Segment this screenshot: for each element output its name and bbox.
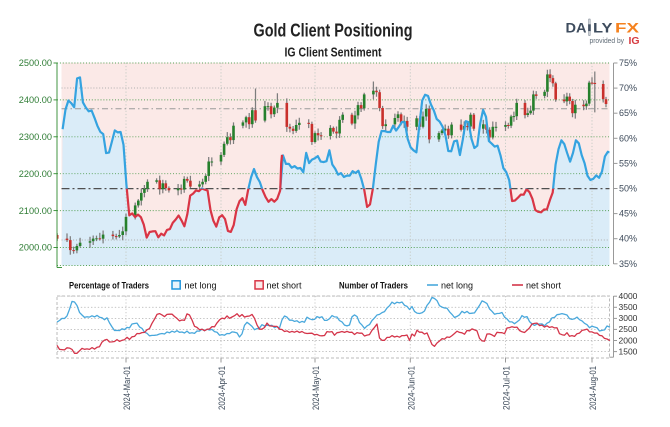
svg-text:2024-Jul-01: 2024-Jul-01 bbox=[502, 366, 512, 410]
svg-text:3000: 3000 bbox=[619, 313, 638, 323]
svg-text:net long: net long bbox=[441, 281, 473, 291]
svg-text:2500.00: 2500.00 bbox=[19, 58, 52, 68]
svg-text:75%: 75% bbox=[619, 58, 637, 68]
svg-text:70%: 70% bbox=[619, 83, 637, 93]
svg-text:net short: net short bbox=[526, 281, 562, 291]
svg-text:2000: 2000 bbox=[619, 335, 638, 345]
svg-text:2300.00: 2300.00 bbox=[19, 132, 52, 142]
svg-text:1500: 1500 bbox=[619, 346, 638, 356]
svg-text:IG Client Sentiment: IG Client Sentiment bbox=[285, 46, 383, 60]
svg-text:net short: net short bbox=[267, 281, 303, 291]
svg-text:2024-Mar-01: 2024-Mar-01 bbox=[122, 366, 132, 410]
svg-text:DA: DA bbox=[566, 21, 587, 36]
svg-text:provided by: provided by bbox=[590, 38, 625, 45]
svg-text:Gold Client Positioning: Gold Client Positioning bbox=[254, 21, 413, 41]
svg-text:FX: FX bbox=[615, 21, 640, 36]
svg-text:2024-Apr-01: 2024-Apr-01 bbox=[217, 366, 227, 410]
svg-text:35%: 35% bbox=[619, 259, 637, 269]
svg-text:55%: 55% bbox=[619, 158, 637, 168]
svg-text:2200.00: 2200.00 bbox=[19, 169, 52, 179]
svg-text:2024-May-01: 2024-May-01 bbox=[311, 366, 321, 410]
svg-text:Number of Traders: Number of Traders bbox=[339, 281, 408, 291]
svg-text:2024-Jun-01: 2024-Jun-01 bbox=[407, 366, 417, 410]
svg-text:Percentage of Traders: Percentage of Traders bbox=[69, 281, 149, 291]
svg-text:65%: 65% bbox=[619, 108, 637, 118]
svg-text:2400.00: 2400.00 bbox=[19, 95, 52, 105]
svg-text:IG: IG bbox=[629, 35, 640, 47]
svg-text:LY: LY bbox=[593, 21, 613, 36]
svg-text:40%: 40% bbox=[619, 234, 637, 244]
svg-text:60%: 60% bbox=[619, 133, 637, 143]
svg-text:net long: net long bbox=[185, 281, 217, 291]
svg-text:45%: 45% bbox=[619, 209, 637, 219]
svg-text:2000.00: 2000.00 bbox=[19, 243, 52, 253]
svg-text:3500: 3500 bbox=[619, 302, 638, 312]
svg-text:4000: 4000 bbox=[619, 291, 638, 301]
svg-text:2100.00: 2100.00 bbox=[19, 206, 52, 216]
svg-text:2500: 2500 bbox=[619, 324, 638, 334]
svg-text:50%: 50% bbox=[619, 184, 637, 194]
svg-text:2024-Aug-01: 2024-Aug-01 bbox=[588, 366, 598, 410]
